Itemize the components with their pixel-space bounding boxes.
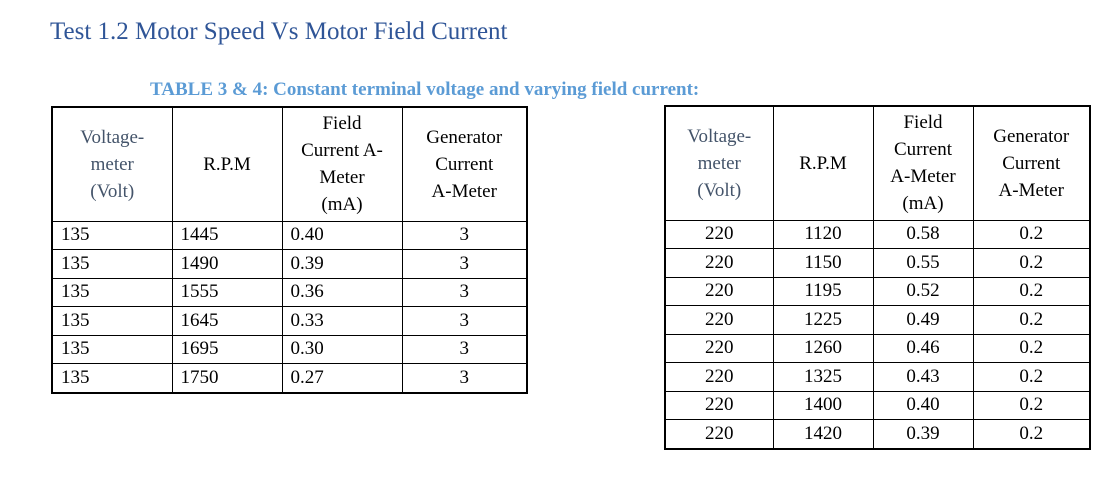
table-constant-135v: Voltage- meter (Volt) R.P.M Field Curren… xyxy=(51,106,528,394)
cell-generator-current: 0.2 xyxy=(972,362,1091,392)
table-row: 220 1195 0.52 0.2 xyxy=(664,276,1091,306)
cell-voltage: 135 xyxy=(51,306,173,336)
cell-rpm: 1325 xyxy=(772,362,874,392)
cell-rpm: 1225 xyxy=(772,305,874,335)
cell-generator-current: 0.2 xyxy=(972,276,1091,306)
table-row: 220 1325 0.43 0.2 xyxy=(664,362,1091,392)
cell-generator-current: 3 xyxy=(401,277,528,307)
cell-generator-current: 0.2 xyxy=(972,305,1091,335)
cell-rpm: 1150 xyxy=(772,248,874,278)
cell-generator-current: 3 xyxy=(401,363,528,393)
table-row: 220 1420 0.39 0.2 xyxy=(664,419,1091,449)
cell-generator-current: 3 xyxy=(401,306,528,336)
cell-generator-current: 0.2 xyxy=(972,248,1091,278)
cell-rpm: 1260 xyxy=(772,333,874,363)
cell-rpm: 1400 xyxy=(772,390,874,420)
header-field-current: Field Current A-Meter (mA) xyxy=(872,105,974,221)
cell-generator-current: 3 xyxy=(401,220,528,250)
cell-rpm: 1695 xyxy=(171,334,283,364)
table-row: 135 1490 0.39 3 xyxy=(51,249,528,279)
table-row: 220 1150 0.55 0.2 xyxy=(664,248,1091,278)
cell-generator-current: 0.2 xyxy=(972,219,1091,249)
cell-field-current: 0.30 xyxy=(281,334,403,364)
page-heading: Test 1.2 Motor Speed Vs Motor Field Curr… xyxy=(50,18,508,45)
cell-field-current: 0.40 xyxy=(872,390,974,420)
table-row: 135 1445 0.40 3 xyxy=(51,220,528,250)
cell-voltage: 220 xyxy=(664,248,774,278)
cell-rpm: 1555 xyxy=(171,277,283,307)
table-row: 135 1555 0.36 3 xyxy=(51,277,528,307)
cell-generator-current: 3 xyxy=(401,249,528,279)
cell-field-current: 0.46 xyxy=(872,333,974,363)
cell-voltage: 220 xyxy=(664,419,774,449)
cell-generator-current: 0.2 xyxy=(972,333,1091,363)
table-row: 135 1695 0.30 3 xyxy=(51,334,528,364)
table-row: 220 1120 0.58 0.2 xyxy=(664,219,1091,249)
cell-voltage: 220 xyxy=(664,333,774,363)
cell-field-current: 0.39 xyxy=(872,419,974,449)
table-constant-220v: Voltage- meter (Volt) R.P.M Field Curren… xyxy=(664,105,1091,450)
cell-voltage: 220 xyxy=(664,390,774,420)
cell-voltage: 135 xyxy=(51,220,173,250)
cell-generator-current: 3 xyxy=(401,334,528,364)
table-row: 135 1645 0.33 3 xyxy=(51,306,528,336)
cell-field-current: 0.55 xyxy=(872,248,974,278)
table-row: 220 1225 0.49 0.2 xyxy=(664,305,1091,335)
cell-field-current: 0.36 xyxy=(281,277,403,307)
table-row: 220 1260 0.46 0.2 xyxy=(664,333,1091,363)
cell-generator-current: 0.2 xyxy=(972,419,1091,449)
cell-field-current: 0.43 xyxy=(872,362,974,392)
table-header-row: Voltage- meter (Volt) R.P.M Field Curren… xyxy=(664,105,1091,221)
cell-rpm: 1195 xyxy=(772,276,874,306)
cell-field-current: 0.58 xyxy=(872,219,974,249)
cell-voltage: 135 xyxy=(51,277,173,307)
table-header-row: Voltage- meter (Volt) R.P.M Field Curren… xyxy=(51,106,528,222)
cell-rpm: 1445 xyxy=(171,220,283,250)
cell-rpm: 1750 xyxy=(171,363,283,393)
cell-voltage: 220 xyxy=(664,305,774,335)
cell-rpm: 1420 xyxy=(772,419,874,449)
cell-voltage: 135 xyxy=(51,249,173,279)
cell-voltage: 220 xyxy=(664,362,774,392)
cell-rpm: 1120 xyxy=(772,219,874,249)
table-row: 220 1400 0.40 0.2 xyxy=(664,390,1091,420)
cell-field-current: 0.49 xyxy=(872,305,974,335)
header-voltage: Voltage- meter (Volt) xyxy=(51,106,173,222)
cell-field-current: 0.27 xyxy=(281,363,403,393)
header-generator-current: Generator Current A-Meter xyxy=(972,105,1091,221)
header-rpm: R.P.M xyxy=(772,105,874,221)
cell-field-current: 0.52 xyxy=(872,276,974,306)
cell-voltage: 220 xyxy=(664,219,774,249)
cell-voltage: 135 xyxy=(51,363,173,393)
cell-field-current: 0.33 xyxy=(281,306,403,336)
table-caption: TABLE 3 & 4: Constant terminal voltage a… xyxy=(150,79,700,100)
header-generator-current: Generator Current A-Meter xyxy=(401,106,528,222)
cell-field-current: 0.40 xyxy=(281,220,403,250)
cell-rpm: 1490 xyxy=(171,249,283,279)
header-field-current: Field Current A- Meter (mA) xyxy=(281,106,403,222)
cell-rpm: 1645 xyxy=(171,306,283,336)
header-rpm: R.P.M xyxy=(171,106,283,222)
cell-voltage: 135 xyxy=(51,334,173,364)
header-voltage: Voltage- meter (Volt) xyxy=(664,105,774,221)
cell-field-current: 0.39 xyxy=(281,249,403,279)
table-row: 135 1750 0.27 3 xyxy=(51,363,528,393)
cell-generator-current: 0.2 xyxy=(972,390,1091,420)
cell-voltage: 220 xyxy=(664,276,774,306)
